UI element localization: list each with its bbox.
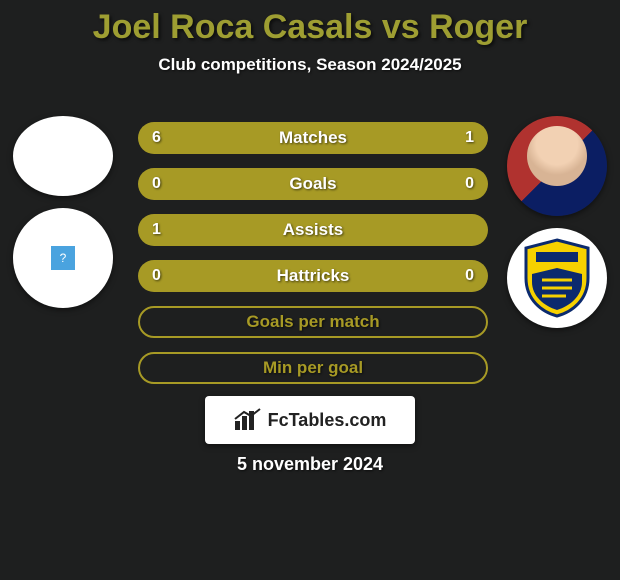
- shield-icon: [522, 238, 592, 318]
- right-player-column: [502, 116, 612, 328]
- stat-row: Matches 6 1: [138, 122, 488, 154]
- stat-value-right: 1: [465, 129, 474, 147]
- subtitle: Club competitions, Season 2024/2025: [0, 55, 620, 75]
- stat-label: Goals per match: [246, 312, 379, 332]
- footer-brand-text: FcTables.com: [268, 410, 387, 431]
- stat-value-right: 0: [465, 267, 474, 285]
- stat-label: Assists: [283, 220, 343, 240]
- stat-value-left: 0: [152, 175, 161, 193]
- stat-value-right: 0: [465, 175, 474, 193]
- stat-row: Min per goal: [138, 352, 488, 384]
- stat-value-left: 1: [152, 221, 161, 239]
- stat-value-left: 0: [152, 267, 161, 285]
- stat-row: Assists 1: [138, 214, 488, 246]
- right-player-avatar: [507, 116, 607, 216]
- chart-icon: [234, 408, 262, 432]
- stat-label: Matches: [279, 128, 347, 148]
- stat-label: Min per goal: [263, 358, 363, 378]
- footer-brand: FcTables.com: [205, 396, 415, 444]
- stat-label: Goals: [289, 174, 336, 194]
- stat-row: Goals per match: [138, 306, 488, 338]
- right-team-badge: [507, 228, 607, 328]
- stat-row: Hattricks 0 0: [138, 260, 488, 292]
- page-title: Joel Roca Casals vs Roger: [0, 0, 620, 47]
- stat-label: Hattricks: [277, 266, 350, 286]
- placeholder-icon: ?: [51, 246, 75, 270]
- date-text: 5 november 2024: [0, 454, 620, 475]
- stat-row: Goals 0 0: [138, 168, 488, 200]
- stat-value-left: 6: [152, 129, 161, 147]
- left-team-badge: ?: [13, 208, 113, 308]
- left-player-column: ?: [8, 116, 118, 308]
- left-player-avatar: [13, 116, 113, 196]
- comparison-bars: Matches61Goals00Assists1Hattricks00Goals…: [138, 122, 488, 398]
